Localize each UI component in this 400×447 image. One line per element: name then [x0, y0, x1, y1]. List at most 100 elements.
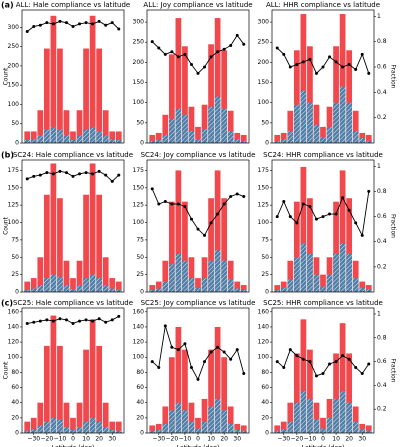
y-tick-label: 100 — [258, 219, 270, 226]
fraction-point — [176, 348, 180, 352]
fraction-point — [308, 205, 312, 209]
compliant-bar — [221, 260, 228, 292]
fraction-point — [295, 62, 299, 66]
y-tick-label: 120 — [8, 339, 20, 346]
compliant-bar — [83, 421, 89, 433]
fraction-point — [45, 21, 49, 25]
x-tick-label: 0 — [71, 436, 75, 443]
y-tick-label: 150 — [8, 184, 20, 191]
y-tick-label: 80 — [11, 369, 19, 376]
y-tick-label: 300 — [8, 24, 20, 31]
y-tick-label: 75 — [261, 236, 269, 243]
count-bar — [83, 48, 89, 144]
y-tick-label: 25 — [11, 271, 19, 278]
compliant-bar — [274, 289, 281, 292]
fraction-point — [282, 199, 286, 203]
y-tick-label: 150 — [8, 82, 20, 89]
fraction-point — [295, 354, 299, 358]
fraction-point — [38, 173, 42, 177]
count-bar — [57, 48, 63, 144]
compliant-bar — [274, 430, 281, 433]
fraction-point — [157, 366, 161, 370]
compliant-bar — [50, 127, 57, 143]
x-tick-label: −20 — [166, 436, 179, 443]
count-bar — [195, 417, 201, 433]
compliant-bar — [320, 428, 326, 433]
compliant-bar — [115, 430, 122, 433]
fraction-point — [163, 199, 167, 203]
count-bar — [175, 326, 182, 433]
panel-title: SC25: Joy compliance vs latitude — [141, 299, 256, 307]
count-bar — [234, 423, 241, 433]
fraction-point — [308, 57, 312, 61]
fraction-point — [64, 318, 68, 322]
fraction-point — [58, 19, 62, 23]
count-bar — [37, 110, 44, 143]
fraction-point — [354, 366, 358, 370]
y-tick-label: 120 — [258, 339, 270, 346]
compliant-bar — [346, 102, 353, 143]
fraction-point — [183, 342, 187, 346]
count-bar — [365, 285, 372, 292]
count-bar — [70, 278, 76, 292]
compliant-bar — [63, 426, 70, 433]
compliant-bar — [175, 402, 182, 433]
x-axis-label: Latitude (deg) — [52, 445, 95, 447]
compliant-bar — [63, 285, 70, 292]
y2-tick-label: 0.2 — [377, 406, 387, 413]
fraction-point — [150, 360, 154, 364]
count-bar — [240, 425, 247, 433]
panel-title: ALL: Hale compliance vs latitude — [16, 1, 130, 9]
y-tick-label: 160 — [133, 308, 145, 315]
fraction-point — [176, 202, 180, 206]
fraction-point — [235, 33, 239, 37]
panel: SC24: HHR compliance vs latitude Fraction… — [258, 151, 397, 296]
count-bar — [149, 285, 156, 292]
compliant-bar — [96, 421, 103, 433]
fraction-point — [367, 189, 371, 193]
count-bar — [162, 406, 169, 433]
compliant-bar — [333, 253, 339, 292]
x-tick-label: 0 — [321, 436, 325, 443]
count-bar — [37, 257, 44, 292]
compliant-bar — [195, 428, 201, 433]
y-tick-label: 150 — [258, 79, 270, 86]
compliant-bar — [201, 128, 208, 143]
fraction-point — [58, 169, 62, 173]
fraction-point — [288, 348, 292, 352]
panel-label: (a) — [1, 1, 14, 10]
compliant-bar — [234, 288, 241, 292]
count-bar — [50, 163, 57, 292]
count-bar — [24, 281, 31, 292]
fraction-point — [275, 215, 279, 219]
compliant-bar — [155, 429, 162, 433]
count-bar — [365, 134, 372, 143]
compliant-bar — [96, 278, 103, 292]
compliant-bar — [201, 278, 208, 292]
count-bar — [30, 278, 37, 292]
compliant-bar — [221, 410, 228, 433]
fraction-point — [71, 174, 75, 178]
fraction-point — [32, 174, 36, 178]
compliant-bar — [195, 138, 201, 143]
count-bar — [24, 421, 31, 433]
fraction-point — [334, 60, 338, 64]
y-tick-label: 40 — [136, 399, 144, 406]
compliant-bar — [307, 102, 313, 143]
count-bar — [274, 285, 281, 292]
count-bar — [339, 323, 346, 433]
y-tick-label: 0 — [15, 289, 19, 296]
fraction-point — [163, 52, 167, 56]
compliant-bar — [83, 278, 89, 292]
count-bar — [333, 46, 339, 143]
y-tick-label: 80 — [136, 369, 144, 376]
count-bar — [96, 48, 103, 144]
fraction-point — [84, 318, 88, 322]
compliant-bar — [293, 104, 300, 143]
count-bar — [57, 198, 63, 292]
count-bar — [359, 423, 366, 433]
y-tick-label: 60 — [136, 384, 144, 391]
fraction-point — [203, 233, 207, 237]
panel-title: SC24: Joy compliance vs latitude — [141, 151, 256, 159]
compliant-bar — [320, 136, 326, 143]
